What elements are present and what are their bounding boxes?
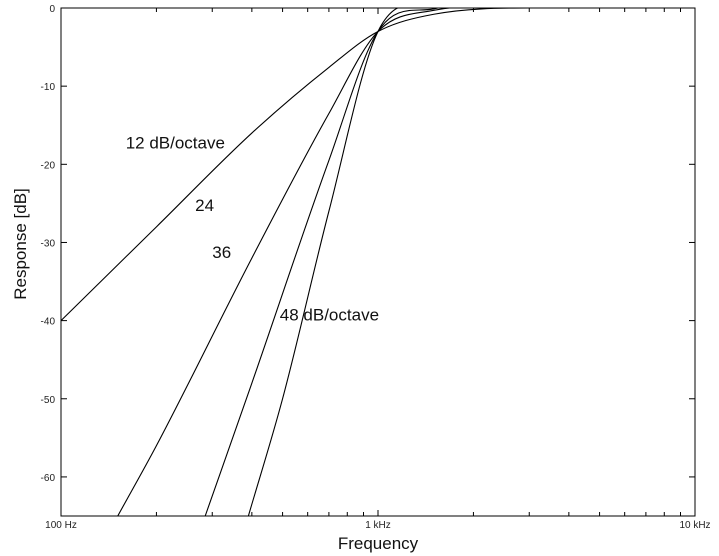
response-curve-order-4 (117, 8, 695, 516)
y-tick-label: 0 (49, 4, 55, 15)
tick-labels: 0 -10 -20 -30 -40 -50 -60 100 Hz 1 kHz 10 kHz (41, 4, 711, 531)
annotation-group: 12 dB/octave 24 36 48 dB/octave (126, 134, 379, 325)
curve-annotation: 48 dB/octave (280, 306, 379, 325)
x-axis-title: Frequency (338, 534, 419, 553)
y-tick-label: -40 (41, 317, 56, 328)
x-tick-label: 100 Hz (45, 520, 77, 531)
y-tick-label: -20 (41, 160, 56, 171)
y-axis-title: Response [dB] (11, 188, 30, 300)
x-tick-label: 10 kHz (679, 520, 710, 531)
axis-ticks (60, 7, 695, 516)
plot-frame (60, 7, 696, 517)
response-curve-order-8 (247, 8, 695, 516)
response-curve-order-2 (61, 8, 695, 322)
x-tick-label: 1 kHz (365, 520, 391, 531)
y-tick-label: -50 (41, 395, 56, 406)
curve-annotation: 36 (212, 243, 231, 262)
y-tick-label: -30 (41, 238, 56, 249)
curve-annotation: 12 dB/octave (126, 134, 225, 153)
y-tick-label: -60 (41, 473, 56, 484)
y-tick-label: -10 (41, 82, 56, 93)
series-group (61, 8, 695, 516)
response-curve-order-6 (204, 8, 695, 516)
curve-annotation: 24 (195, 196, 214, 215)
